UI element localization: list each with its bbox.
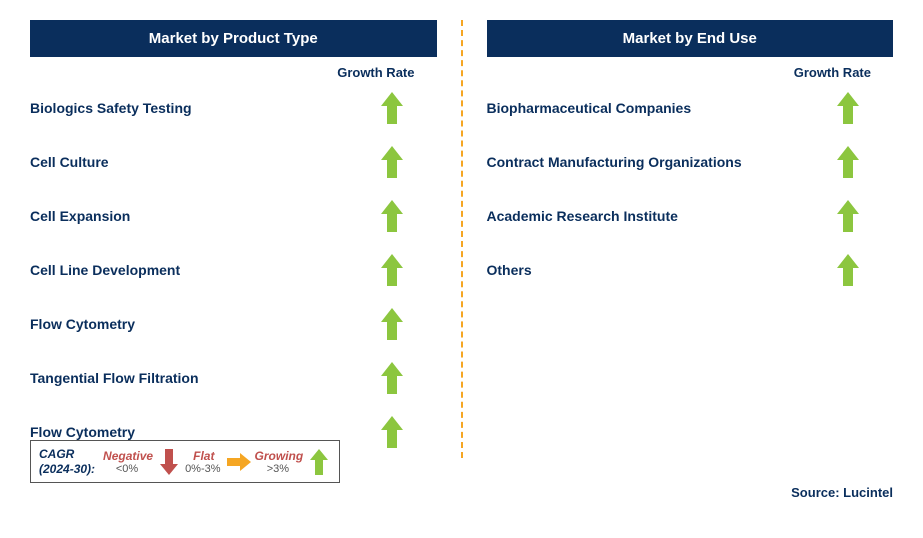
- growth-arrow-cell: [813, 146, 883, 178]
- right-column: Market by End Use Growth Rate Biopharmac…: [462, 20, 894, 518]
- arrow-down-icon: [157, 449, 181, 475]
- market-item-label: Contract Manufacturing Organizations: [487, 154, 742, 170]
- market-item-label: Cell Line Development: [30, 262, 180, 278]
- arrow-up-icon: [838, 92, 858, 124]
- market-item-row: Cell Expansion: [30, 200, 437, 232]
- growth-arrow-cell: [357, 254, 427, 286]
- arrow-up-icon: [838, 146, 858, 178]
- market-item-row: Tangential Flow Filtration: [30, 362, 437, 394]
- left-items: Biologics Safety Testing Cell Culture Cell…: [30, 92, 437, 470]
- arrow-up-icon: [838, 254, 858, 286]
- growth-arrow-cell: [357, 92, 427, 124]
- legend-title-line2: (2024-30):: [39, 462, 95, 476]
- market-item-label: Flow Cytometry: [30, 424, 135, 440]
- market-item-row: Contract Manufacturing Organizations: [487, 146, 894, 178]
- arrow-up-icon: [307, 449, 331, 475]
- legend-flat-label: Flat: [185, 449, 222, 463]
- market-item-label: Academic Research Institute: [487, 208, 678, 224]
- arrow-up-icon: [382, 416, 402, 448]
- market-item-row: Biologics Safety Testing: [30, 92, 437, 124]
- growth-arrow-cell: [357, 362, 427, 394]
- market-item-row: Cell Culture: [30, 146, 437, 178]
- right-growth-header: Growth Rate: [487, 65, 894, 80]
- source-label: Source: Lucintel: [791, 485, 893, 500]
- growth-arrow-cell: [357, 200, 427, 232]
- growth-arrow-cell: [813, 254, 883, 286]
- right-header: Market by End Use: [487, 20, 894, 57]
- left-header: Market by Product Type: [30, 20, 437, 57]
- right-items: Biopharmaceutical Companies Contract Manu…: [487, 92, 894, 308]
- growth-arrow-cell: [357, 308, 427, 340]
- legend-negative: Negative <0%: [103, 449, 153, 475]
- left-column: Market by Product Type Growth Rate Biolo…: [30, 20, 462, 518]
- arrow-right-icon: [227, 449, 251, 475]
- legend-negative-label: Negative: [103, 449, 153, 463]
- growth-arrow-cell: [357, 146, 427, 178]
- growth-arrow-cell: [357, 416, 427, 448]
- arrow-up-icon: [382, 308, 402, 340]
- market-item-row: Flow Cytometry: [30, 308, 437, 340]
- market-item-label: Biopharmaceutical Companies: [487, 100, 692, 116]
- market-item-label: Flow Cytometry: [30, 316, 135, 332]
- growth-arrow-cell: [813, 200, 883, 232]
- legend-title-line1: CAGR: [39, 447, 74, 461]
- arrow-up-icon: [838, 200, 858, 232]
- market-item-label: Others: [487, 262, 532, 278]
- legend-flat: Flat 0%-3%: [185, 449, 222, 475]
- market-item-label: Tangential Flow Filtration: [30, 370, 199, 386]
- arrow-up-icon: [382, 92, 402, 124]
- market-item-label: Cell Culture: [30, 154, 109, 170]
- legend-growing: Growing >3%: [255, 449, 304, 475]
- legend-growing-val: >3%: [255, 463, 302, 475]
- market-item-row: Academic Research Institute: [487, 200, 894, 232]
- left-growth-header: Growth Rate: [30, 65, 437, 80]
- arrow-up-icon: [382, 254, 402, 286]
- market-item-label: Cell Expansion: [30, 208, 130, 224]
- arrow-up-icon: [382, 146, 402, 178]
- market-item-label: Biologics Safety Testing: [30, 100, 192, 116]
- growth-arrow-cell: [813, 92, 883, 124]
- legend-growing-label: Growing: [255, 449, 304, 463]
- market-item-row: Biopharmaceutical Companies: [487, 92, 894, 124]
- infographic-container: Market by Product Type Growth Rate Biolo…: [30, 20, 893, 518]
- cagr-legend: CAGR (2024-30): Negative <0% Flat 0%-3% …: [30, 440, 340, 483]
- arrow-up-icon: [382, 200, 402, 232]
- arrow-up-icon: [382, 362, 402, 394]
- legend-negative-val: <0%: [103, 463, 151, 475]
- legend-flat-val: 0%-3%: [185, 463, 220, 475]
- market-item-row: Cell Line Development: [30, 254, 437, 286]
- legend-title: CAGR (2024-30):: [39, 447, 95, 476]
- market-item-row: Others: [487, 254, 894, 286]
